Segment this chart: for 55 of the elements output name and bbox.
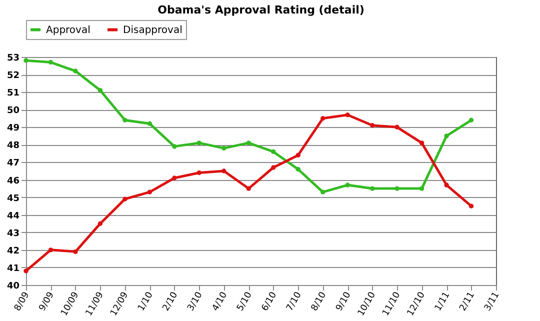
point [296,152,300,158]
point [196,170,202,176]
point [24,268,28,274]
y-tick-label: 44 [6,211,20,222]
point [122,196,128,202]
point [320,190,326,194]
point [370,123,375,128]
point [394,186,400,191]
y-tick-label: 43 [6,228,20,239]
y-tick-label: 47 [6,158,20,169]
chart-title: Obama's Approval Rating (detail) [158,4,364,16]
point [122,118,128,122]
legend-label: Disapproval [123,24,182,36]
point [246,140,251,146]
point [419,186,424,191]
point [222,168,226,174]
point [419,140,424,146]
point [246,186,251,191]
y-tick-label: 41 [6,264,20,274]
point [271,165,276,170]
point [98,88,103,93]
point [172,176,177,180]
point [296,166,300,172]
point [444,182,449,188]
y-tick-label: 48 [6,141,20,152]
legend-label: Approval [46,24,90,36]
y-tick-label: 53 [6,54,20,64]
y-tick-label: 42 [6,246,20,256]
y-tick-label: 50 [6,106,20,116]
y-tick-label: 46 [6,176,20,186]
point [370,186,375,191]
point [48,60,54,65]
y-tick-label: 40 [6,282,20,292]
point [24,58,28,63]
point [147,190,152,194]
point [172,144,177,149]
point [468,118,474,122]
point [320,116,326,121]
point [345,112,350,118]
point [271,149,276,154]
point [196,140,202,146]
point [48,248,54,252]
point [345,182,350,188]
y-tick-label: 52 [6,71,20,82]
point [73,249,78,254]
y-tick-label: 51 [6,88,20,99]
point [98,221,103,226]
y-tick-label: 49 [6,124,20,134]
point [468,204,474,208]
y-tick-label: 45 [6,194,20,204]
point [222,146,226,151]
point [147,121,152,126]
point [444,134,449,138]
point [73,68,78,74]
point [394,124,400,130]
